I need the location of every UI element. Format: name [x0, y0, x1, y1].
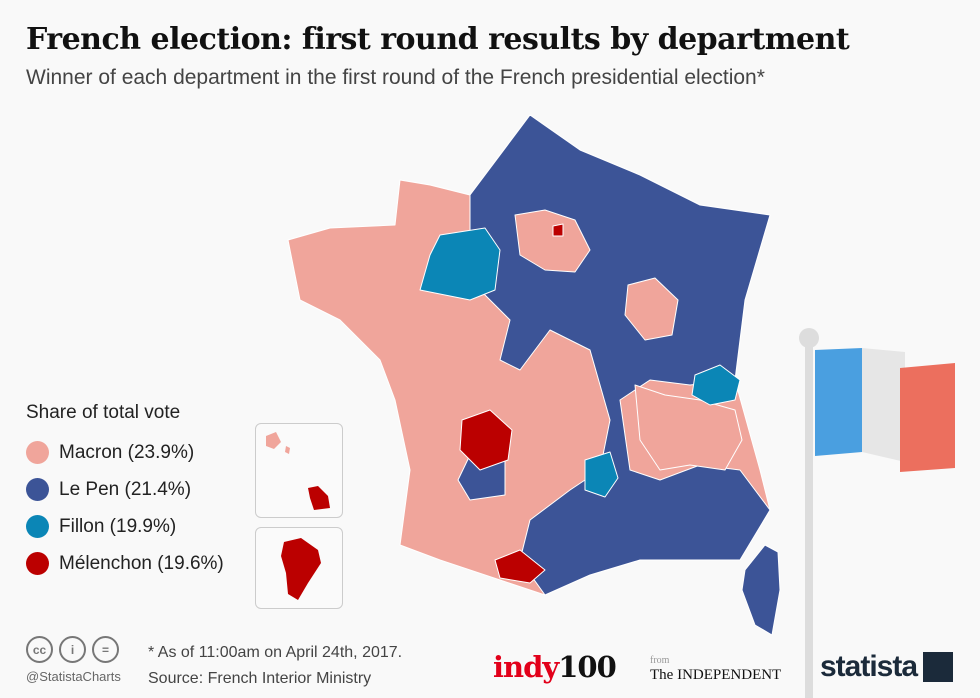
flag-white: [862, 348, 905, 462]
page-title: French election: first round results by …: [26, 22, 850, 57]
inset-caribbean: [255, 423, 343, 518]
legend: Share of total vote Macron (23.9%) Le Pe…: [26, 402, 224, 582]
attribution-icon: i: [59, 636, 86, 663]
subtitle: Winner of each department in the first r…: [26, 66, 765, 89]
legend-item-fillon: Fillon (19.9%): [26, 508, 224, 545]
flag-blue: [815, 348, 862, 456]
macron-swatch: [26, 441, 49, 464]
legend-item-macron: Macron (23.9%): [26, 434, 224, 471]
flag-red: [900, 363, 955, 472]
legend-label: Mélenchon (19.6%): [59, 552, 224, 574]
region-melenchon-paris: [552, 223, 564, 237]
cc-icon: cc: [26, 636, 53, 663]
statista-logo: statista: [820, 650, 954, 684]
region-fillon-savoie: [691, 364, 741, 406]
fillon-swatch: [26, 515, 49, 538]
license-icons: cc i =: [26, 636, 119, 663]
region-macron-paris: [514, 209, 591, 273]
legend-item-lepen: Le Pen (21.4%): [26, 471, 224, 508]
melenchon-swatch: [26, 552, 49, 575]
legend-label: Macron (23.9%): [59, 441, 195, 463]
note: * As of 11:00am on April 24th, 2017.: [148, 644, 403, 661]
flag-pole: [805, 340, 813, 698]
no-derivatives-icon: =: [92, 636, 119, 663]
legend-label: Fillon (19.9%): [59, 515, 177, 537]
lepen-swatch: [26, 478, 49, 501]
corsica: [741, 544, 781, 636]
source: Source: French Interior Ministry: [148, 670, 372, 687]
indy-100: 100: [558, 650, 617, 684]
statista-logo-icon: [923, 652, 954, 682]
independent-name: The INDEPENDENT: [650, 667, 782, 683]
region-fillon-loire: [419, 227, 501, 301]
inset-guiana: [255, 527, 343, 609]
region-macron-burgundy: [624, 277, 679, 341]
region-macron-alps: [634, 384, 743, 471]
legend-item-melenchon: Mélenchon (19.6%): [26, 545, 224, 582]
independent-logo: from The INDEPENDENT: [650, 655, 781, 684]
indy-text: indy: [493, 650, 559, 684]
legend-title: Share of total vote: [26, 402, 181, 423]
region-melenchon-ariege: [494, 549, 546, 584]
region-melenchon-dordogne: [459, 409, 513, 471]
flag: [799, 328, 955, 698]
flag-pole-top: [799, 328, 819, 348]
statista-text: statista: [820, 650, 918, 683]
legend-label: Le Pen (21.4%): [59, 478, 192, 500]
indy100-logo: indy100: [493, 650, 617, 684]
footnote: * As of 11:00am on April 24th, 2017. Sou…: [148, 640, 402, 692]
statista-handle: @StatistaCharts: [26, 669, 121, 684]
region-fillon-lozere: [584, 451, 619, 498]
from-label: from: [650, 655, 670, 666]
